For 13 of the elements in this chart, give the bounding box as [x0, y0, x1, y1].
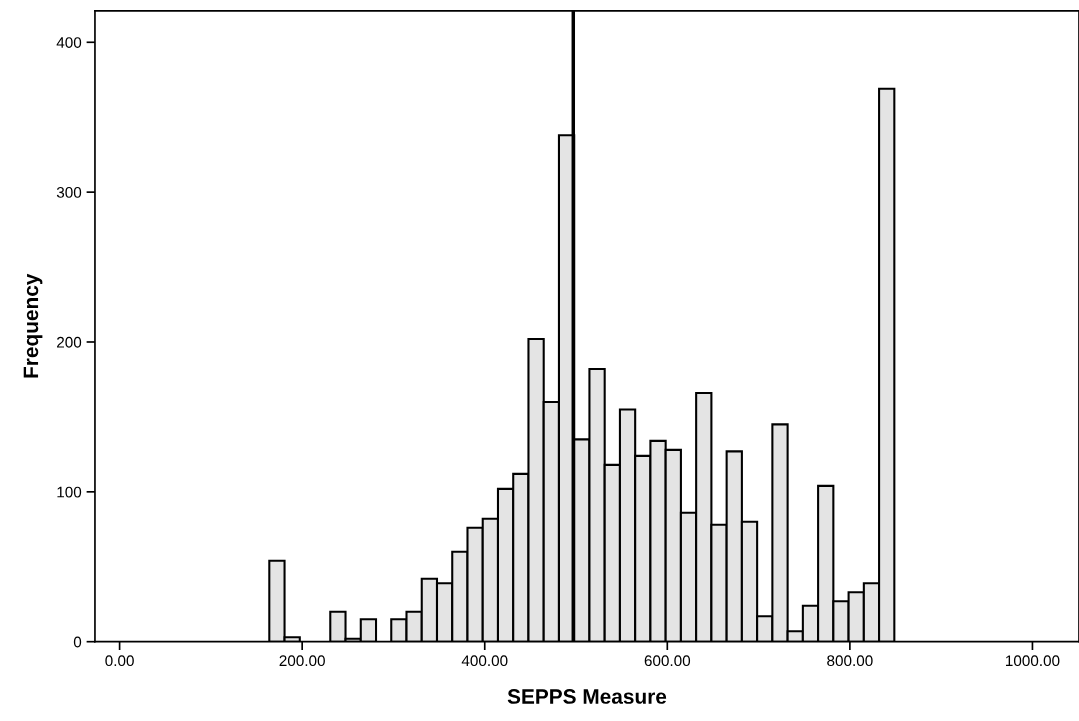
x-axis-title: SEPPS Measure: [507, 689, 667, 704]
x-tick-label: 600.00: [644, 655, 691, 667]
x-tick-label: 200.00: [279, 655, 325, 667]
x-tick-label: 1000.00: [1006, 655, 1060, 667]
x-tick-label: 400.00: [461, 655, 508, 667]
y-tick-label: 400: [56, 37, 82, 48]
y-tick-label: 200: [57, 336, 82, 348]
y-tick-label: 100: [57, 486, 82, 498]
y-axis-title: Frequency: [23, 273, 43, 378]
x-tick-label: 800.00: [827, 655, 873, 667]
y-tick-label: 300: [56, 187, 82, 198]
x-tick-label: 0.00: [105, 655, 134, 667]
y-tick-label: 0: [73, 636, 82, 648]
